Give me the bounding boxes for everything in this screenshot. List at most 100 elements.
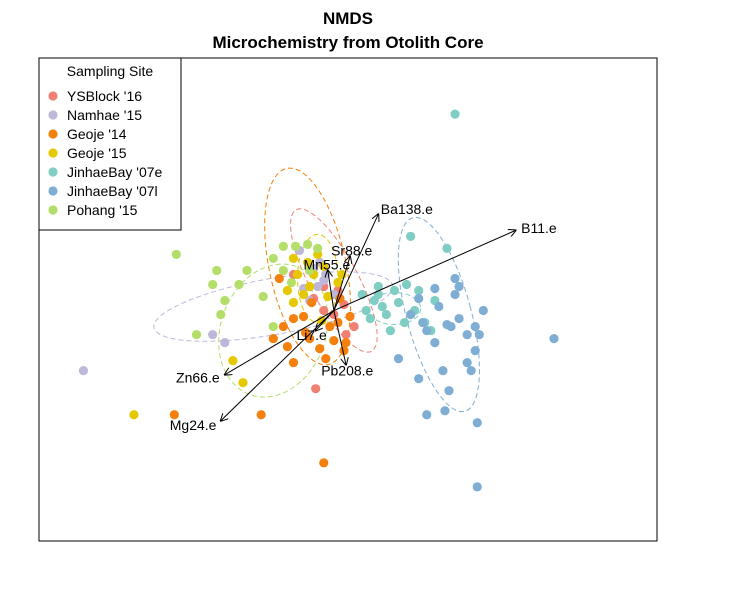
vector-arrow (333, 310, 346, 365)
data-point (212, 265, 222, 276)
legend-swatch (48, 110, 58, 120)
data-point (393, 297, 404, 308)
data-point (274, 273, 284, 284)
data-point (389, 285, 400, 296)
data-point (444, 386, 454, 396)
legend-swatch (48, 129, 58, 139)
data-point (341, 329, 351, 340)
vector-label: Ba138.e (381, 201, 433, 217)
data-point (288, 313, 299, 324)
data-point (321, 354, 331, 364)
data-point (268, 253, 278, 264)
data-point (311, 384, 321, 394)
data-point (393, 354, 404, 364)
data-point (422, 410, 432, 420)
data-point (361, 305, 371, 316)
data-point (258, 291, 268, 302)
data-point (341, 337, 351, 348)
legend-label: Geoje '14 (67, 126, 127, 142)
vector-label: Zn66.e (176, 370, 220, 386)
data-point (220, 337, 230, 348)
data-point (303, 239, 313, 249)
ellipse-5 (397, 216, 480, 413)
vector-label: Sr88.e (331, 243, 372, 259)
data-point (313, 281, 323, 292)
legend-label: Geoje '15 (67, 145, 127, 161)
legend-swatch (48, 167, 58, 177)
data-point (414, 285, 424, 296)
data-point (454, 281, 464, 292)
data-point (298, 289, 309, 300)
data-point (339, 346, 349, 356)
legend-title: Sampling Site (67, 63, 154, 79)
vector-label: B11.e (521, 220, 557, 236)
legend-label: Pohang '15 (67, 202, 138, 218)
data-point (466, 366, 476, 376)
data-point (282, 341, 293, 352)
data-point (385, 325, 396, 336)
data-point (470, 321, 480, 332)
data-point (549, 333, 559, 344)
vector-layer: Ba138.eB11.eSr88.eMn55.eLi7.ePb208.eZn66… (170, 201, 557, 433)
data-point (169, 410, 179, 420)
data-point (305, 265, 315, 276)
legend-swatch (48, 205, 58, 215)
data-point (220, 295, 230, 306)
data-point (278, 241, 288, 251)
data-point (256, 410, 266, 420)
legend-box (38, 57, 182, 231)
data-point (401, 279, 412, 290)
data-point (268, 333, 278, 344)
data-point (298, 311, 309, 322)
chart-subtitle: Microchemistry from Otolith Core (212, 33, 483, 52)
data-point (288, 297, 299, 308)
data-point (319, 261, 329, 272)
vector-label: Mg24.e (170, 417, 217, 433)
data-point (450, 273, 460, 284)
ellipse-0 (290, 208, 378, 353)
data-point (450, 289, 460, 300)
data-point (290, 241, 301, 251)
data-point (268, 321, 278, 332)
data-point (313, 243, 323, 253)
vector-arrow (333, 230, 516, 311)
data-point (288, 358, 299, 368)
data-point (472, 482, 482, 492)
data-point (292, 269, 303, 280)
data-point (422, 325, 432, 336)
data-point (208, 279, 218, 290)
data-point (399, 317, 410, 328)
data-point (414, 293, 424, 304)
data-point (472, 418, 482, 428)
data-point (438, 366, 448, 376)
point-layer (78, 109, 559, 492)
data-point (238, 378, 248, 388)
data-point (450, 109, 460, 119)
legend-label: JinhaeBay '07e (67, 164, 163, 180)
data-point (365, 313, 375, 324)
data-point (329, 335, 339, 346)
data-point (470, 346, 480, 356)
data-point (288, 253, 299, 264)
data-point (478, 305, 488, 316)
vector-arrow (333, 214, 378, 311)
data-point (440, 406, 450, 416)
legend-swatch (48, 186, 58, 196)
data-point (462, 358, 472, 368)
legend-label: YSBlock '16 (67, 88, 142, 104)
plot-box (38, 57, 658, 542)
vector-label: Pb208.e (321, 362, 373, 378)
legend: Sampling Site YSBlock '16 Namhae '15 Geoje… (38, 57, 182, 231)
data-point (345, 311, 355, 322)
vector-arrow (333, 256, 350, 311)
data-point (434, 301, 444, 312)
data-point (305, 281, 315, 292)
data-point (191, 329, 202, 340)
vector-arrow (328, 270, 335, 311)
data-point (323, 291, 333, 302)
data-point (381, 309, 391, 320)
data-point (242, 265, 252, 276)
data-point (373, 281, 383, 292)
data-point (430, 283, 440, 294)
